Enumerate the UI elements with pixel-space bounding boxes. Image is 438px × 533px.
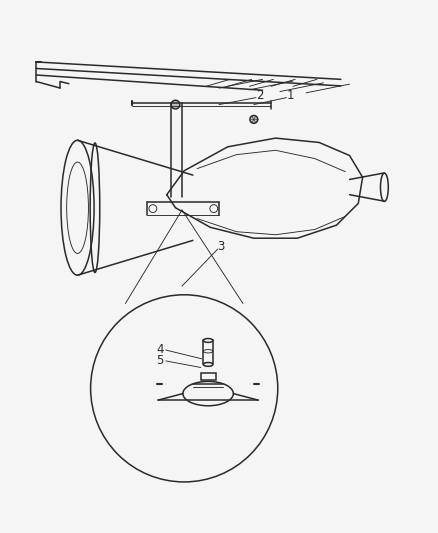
Text: 3: 3 [218,240,225,253]
Circle shape [171,100,180,109]
Circle shape [250,116,258,123]
Ellipse shape [381,173,389,201]
Text: 5: 5 [156,353,164,367]
Text: 2: 2 [257,89,264,102]
Text: 4: 4 [156,343,164,356]
Text: 1: 1 [287,89,295,102]
